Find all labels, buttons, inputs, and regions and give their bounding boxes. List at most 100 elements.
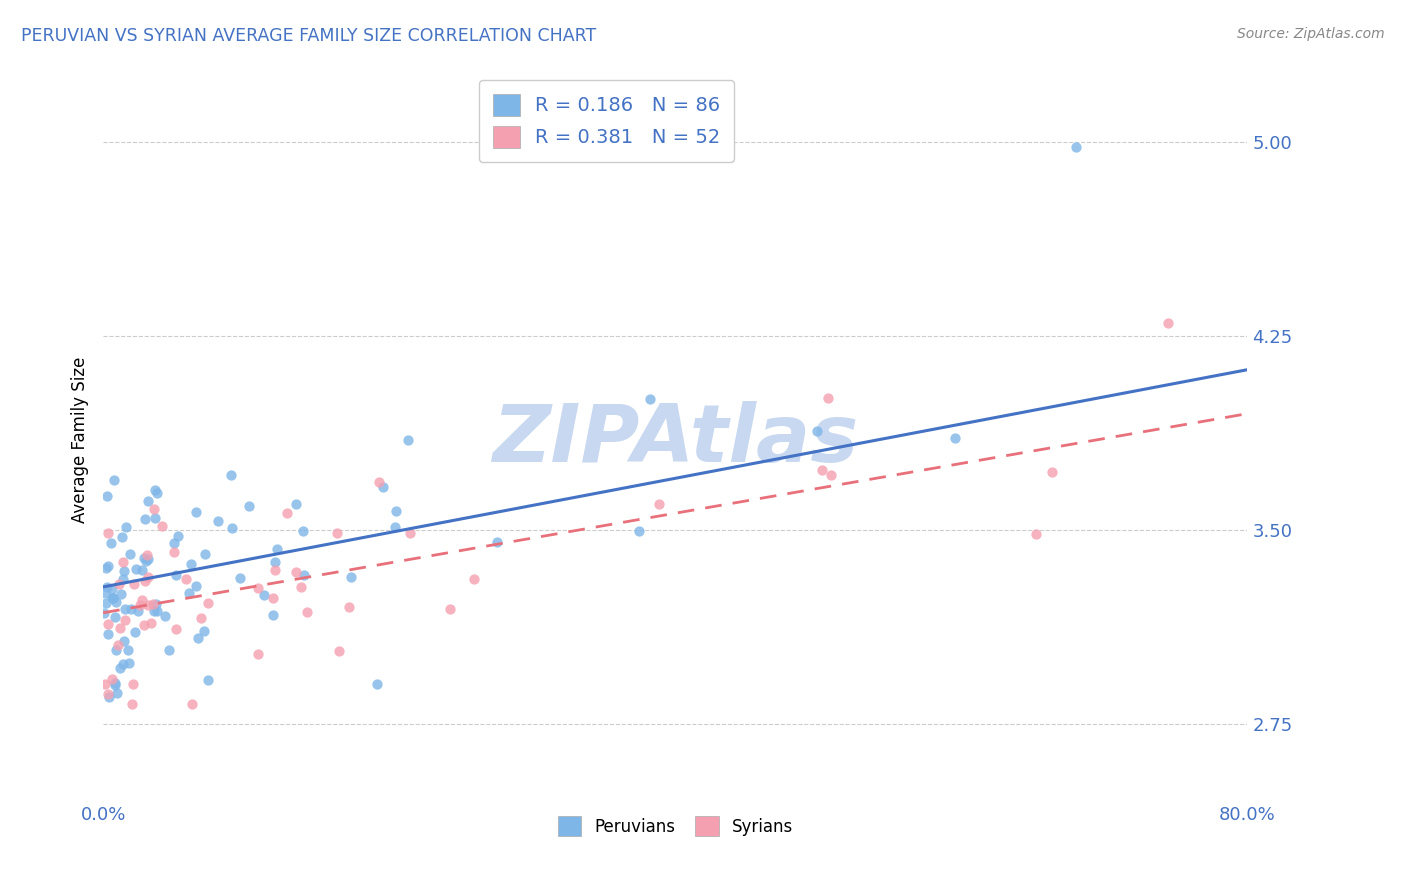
Text: Source: ZipAtlas.com: Source: ZipAtlas.com <box>1237 27 1385 41</box>
Point <box>125 562 148 576</box>
Point <box>177 585 200 599</box>
Point <box>122 577 145 591</box>
Point <box>638 392 661 406</box>
Point <box>207 515 229 529</box>
Point <box>110 587 132 601</box>
Point <box>190 610 212 624</box>
Point <box>1156 316 1178 330</box>
Point <box>96 580 118 594</box>
Point <box>325 526 347 541</box>
Point <box>122 677 145 691</box>
Point <box>135 549 157 563</box>
Point <box>97 626 120 640</box>
Point <box>97 558 120 573</box>
Point <box>264 555 287 569</box>
Legend: Peruvians, Syrians: Peruvians, Syrians <box>550 808 801 844</box>
Point <box>368 475 391 490</box>
Point <box>131 593 153 607</box>
Point <box>285 565 308 579</box>
Point <box>194 547 217 561</box>
Text: ZIPAtlas: ZIPAtlas <box>492 401 859 478</box>
Point <box>266 541 288 556</box>
Point <box>366 677 388 691</box>
Point <box>463 572 485 586</box>
Point <box>136 494 159 508</box>
Point <box>135 554 157 568</box>
Point <box>96 617 118 632</box>
Point <box>120 602 142 616</box>
Point <box>817 391 839 405</box>
Point <box>262 607 284 622</box>
Point <box>820 468 842 483</box>
Point <box>94 676 117 690</box>
Point <box>112 633 135 648</box>
Point <box>1040 465 1063 479</box>
Point <box>134 550 156 565</box>
Point <box>138 551 160 566</box>
Point <box>165 568 187 582</box>
Point <box>114 602 136 616</box>
Point <box>127 604 149 618</box>
Point <box>97 687 120 701</box>
Point <box>295 605 318 619</box>
Point <box>197 673 219 687</box>
Point <box>136 570 159 584</box>
Point <box>142 597 165 611</box>
Point <box>93 606 115 620</box>
Point <box>276 506 298 520</box>
Point <box>118 547 141 561</box>
Text: PERUVIAN VS SYRIAN AVERAGE FAMILY SIZE CORRELATION CHART: PERUVIAN VS SYRIAN AVERAGE FAMILY SIZE C… <box>21 27 596 45</box>
Point <box>110 661 132 675</box>
Point <box>101 591 124 606</box>
Point <box>100 591 122 606</box>
Point <box>150 518 173 533</box>
Point <box>111 530 134 544</box>
Point <box>163 544 186 558</box>
Point <box>229 571 252 585</box>
Point <box>246 581 269 595</box>
Point <box>134 574 156 588</box>
Point <box>337 599 360 614</box>
Point <box>184 505 207 519</box>
Point <box>107 577 129 591</box>
Point <box>146 486 169 500</box>
Point <box>108 621 131 635</box>
Point <box>165 622 187 636</box>
Point <box>264 563 287 577</box>
Point <box>134 512 156 526</box>
Point <box>155 609 177 624</box>
Point <box>112 555 135 569</box>
Point <box>124 625 146 640</box>
Point <box>184 579 207 593</box>
Point <box>143 604 166 618</box>
Point <box>100 536 122 550</box>
Point <box>111 572 134 586</box>
Point <box>384 504 406 518</box>
Point <box>486 534 509 549</box>
Point <box>112 564 135 578</box>
Point <box>398 526 420 541</box>
Point <box>181 697 204 711</box>
Point <box>167 529 190 543</box>
Point <box>285 496 308 510</box>
Point <box>291 524 314 538</box>
Point <box>157 643 180 657</box>
Point <box>101 672 124 686</box>
Point <box>132 618 155 632</box>
Point <box>328 644 350 658</box>
Point <box>262 591 284 606</box>
Point <box>114 613 136 627</box>
Point <box>290 580 312 594</box>
Point <box>114 520 136 534</box>
Point <box>174 573 197 587</box>
Point <box>439 601 461 615</box>
Point <box>97 526 120 541</box>
Point <box>145 483 167 498</box>
Point <box>648 497 671 511</box>
Point <box>292 568 315 582</box>
Point <box>143 511 166 525</box>
Point <box>105 686 128 700</box>
Point <box>107 638 129 652</box>
Point <box>94 586 117 600</box>
Point <box>810 463 832 477</box>
